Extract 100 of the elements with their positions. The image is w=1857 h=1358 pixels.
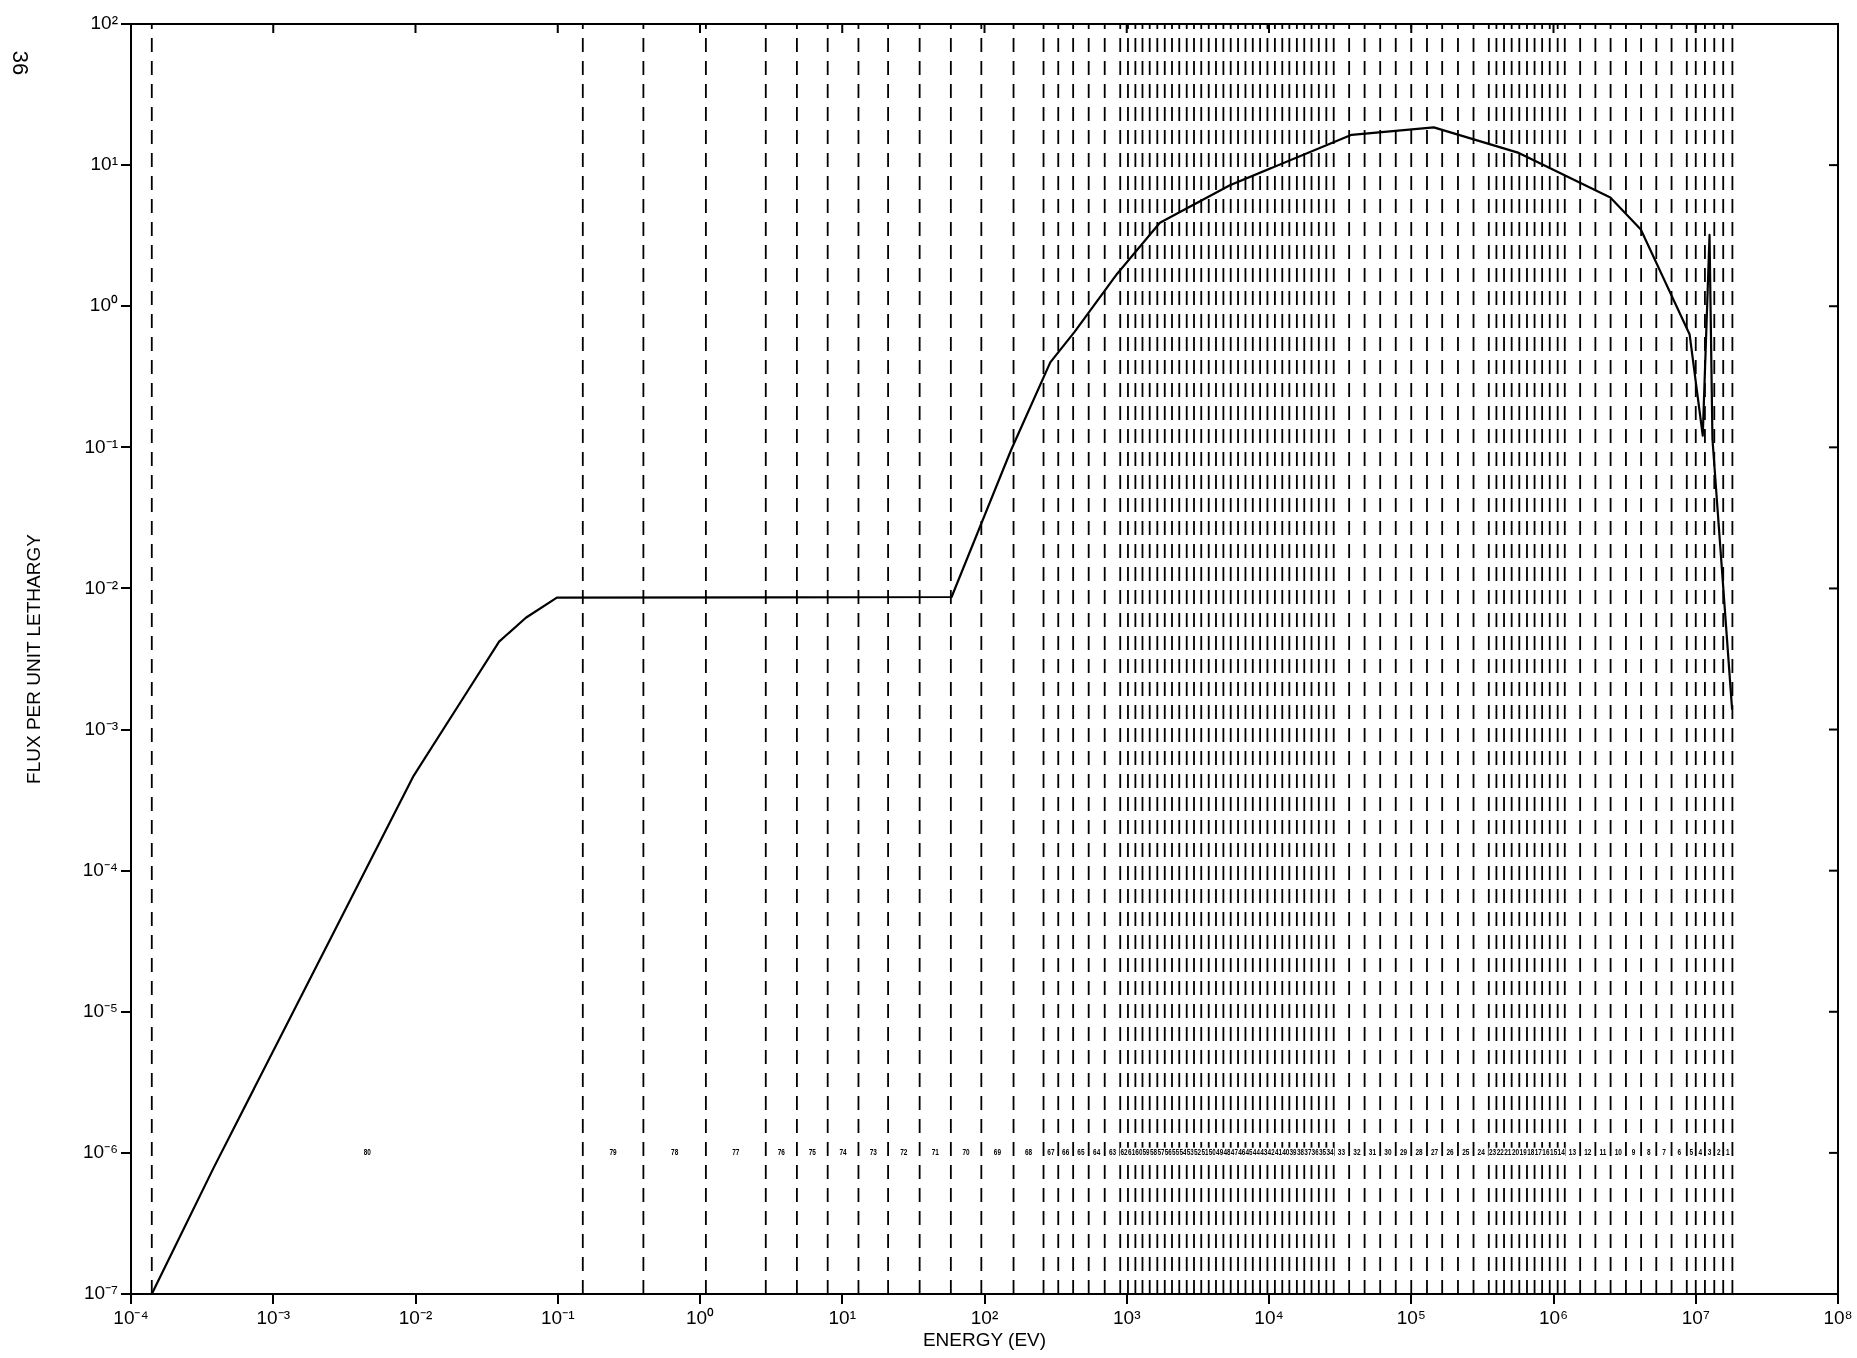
annotation: 45 (1245, 1147, 1254, 1158)
annotation: 73 (869, 1147, 878, 1158)
annotation: 8 (1646, 1147, 1652, 1158)
annotation: 57 (1157, 1147, 1166, 1158)
y-tick-label: 10⁻² (84, 576, 118, 598)
annotation: 31 (1368, 1147, 1377, 1158)
annotation: 80 (363, 1147, 372, 1158)
annotation: 69 (993, 1147, 1002, 1158)
annotation: 68 (1024, 1147, 1033, 1158)
y-tick-label: 10⁻⁶ (83, 1141, 118, 1163)
y-tick-label: 10² (90, 12, 118, 34)
annotation: 35 (1318, 1147, 1327, 1158)
y-tick-label: 10⁻⁷ (83, 1282, 119, 1304)
annotation: 71 (931, 1147, 940, 1158)
y-tick-label: 10⁻³ (84, 717, 118, 739)
annotation: 61 (1128, 1147, 1136, 1158)
annotation: 12 (1584, 1147, 1592, 1158)
annotation: 72 (900, 1147, 908, 1158)
annotation: 47 (1230, 1147, 1239, 1158)
x-tick-label: 10⁴ (1254, 1306, 1284, 1328)
annotation: 25 (1462, 1147, 1470, 1158)
annotation: 63 (1108, 1147, 1117, 1158)
annotation: 56 (1164, 1147, 1173, 1158)
annotation: 9 (1631, 1147, 1636, 1158)
annotation: 39 (1289, 1147, 1298, 1158)
annotation: 67 (1047, 1147, 1056, 1158)
annotation: 4 (1698, 1147, 1703, 1158)
annotation: 36 (1311, 1147, 1320, 1158)
text: 36 (7, 50, 34, 76)
x-tick-label: 10⁸ (1823, 1306, 1853, 1328)
annotation: 55 (1172, 1147, 1180, 1158)
annotation: 2 (1716, 1147, 1722, 1158)
x-tick-label: 10⁻³ (256, 1306, 290, 1328)
y-tick-label: 10¹ (90, 153, 118, 175)
annotation: 21 (1504, 1147, 1512, 1158)
x-axis-title: ENERGY (EV) (922, 1328, 1047, 1350)
y-axis-title: FLUX PER UNIT LETHARGY (22, 533, 44, 784)
annotation: 7 (1662, 1147, 1667, 1158)
x-tick-label: 10⁶ (1539, 1306, 1568, 1328)
x-tick-label: 10³ (1113, 1306, 1141, 1328)
annotation: 79 (609, 1147, 618, 1158)
annotation: 5 (1689, 1147, 1694, 1158)
annotation: 17 (1534, 1147, 1543, 1158)
x-tick-label: 10¹ (828, 1306, 856, 1328)
annotation: 75 (808, 1147, 817, 1158)
annotation: 50 (1208, 1147, 1217, 1158)
annotation: 51 (1201, 1147, 1210, 1158)
x-tick-label: 10⁷ (1681, 1306, 1710, 1328)
annotation: 13 (1568, 1147, 1577, 1158)
annotation: 64 (1093, 1147, 1101, 1158)
y-tick-label: 10⁻⁴ (82, 858, 118, 880)
annotation: 48 (1223, 1147, 1232, 1158)
annotation: 34 (1326, 1147, 1335, 1158)
annotation: 41 (1274, 1147, 1283, 1158)
annotation: 28 (1415, 1147, 1424, 1158)
x-tick-label: 10⁻² (398, 1306, 433, 1328)
annotation: 29 (1399, 1147, 1408, 1158)
annotation: 43 (1260, 1147, 1268, 1158)
x-tick-label: 10⁰ (685, 1306, 715, 1328)
annotation: 22 (1496, 1147, 1505, 1158)
annotation: 10 (1614, 1147, 1623, 1158)
annotation: 30 (1384, 1147, 1393, 1158)
annotation: 53 (1186, 1147, 1195, 1158)
annotation: 54 (1179, 1147, 1188, 1158)
annotation: 16 (1542, 1147, 1551, 1158)
annotation: 11 (1599, 1147, 1607, 1158)
x-tick-label: 10⁻⁴ (113, 1306, 149, 1328)
annotation: 40 (1282, 1147, 1290, 1158)
y-tick-label: 10⁻⁵ (82, 1000, 118, 1022)
annotation: 24 (1477, 1147, 1486, 1158)
annotation: 65 (1077, 1147, 1086, 1158)
annotation: 1 (1726, 1147, 1731, 1158)
annotation: 62 (1120, 1147, 1129, 1158)
x-tick-label: 10² (970, 1306, 999, 1328)
annotation: 27 (1430, 1147, 1439, 1158)
annotation: 19 (1519, 1147, 1528, 1158)
x-tick-label: 10⁵ (1396, 1306, 1426, 1328)
annotation: 33 (1337, 1147, 1346, 1158)
y-tick-label: 10⁻¹ (84, 435, 118, 457)
annotation: 6 (1677, 1147, 1682, 1158)
annotation: 76 (777, 1147, 786, 1158)
annotation: 3 (1707, 1147, 1712, 1158)
annotation: 46 (1238, 1147, 1246, 1158)
annotation: 77 (732, 1147, 740, 1158)
annotation: 26 (1446, 1147, 1455, 1158)
annotation: 14 (1557, 1147, 1566, 1158)
annotation: 66 (1062, 1147, 1070, 1158)
annotation: 32 (1353, 1147, 1362, 1158)
annotation: 44 (1252, 1147, 1261, 1158)
annotation: 74 (839, 1147, 848, 1158)
annotation: 23 (1489, 1147, 1497, 1158)
annotation: 42 (1267, 1147, 1276, 1158)
annotation: 20 (1511, 1147, 1520, 1158)
annotation: 37 (1304, 1147, 1313, 1158)
annotation: 70 (962, 1147, 971, 1158)
y-tick-label: 10⁰ (89, 294, 118, 316)
x-tick-label: 10⁻¹ (541, 1306, 575, 1328)
annotation: 78 (671, 1147, 679, 1158)
annotation: 49 (1216, 1147, 1224, 1158)
annotation: 38 (1296, 1147, 1305, 1158)
